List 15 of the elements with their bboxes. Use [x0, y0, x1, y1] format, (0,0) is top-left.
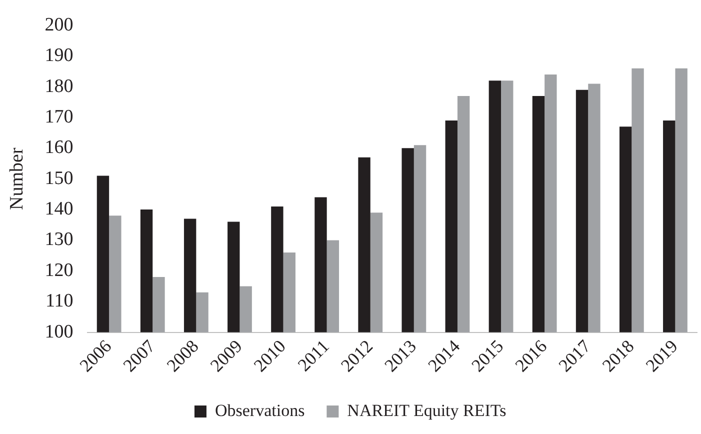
x-tick-label: 2011: [294, 336, 333, 376]
y-tick-label: 180: [44, 76, 74, 97]
y-tick-label: 130: [44, 229, 74, 250]
y-tick-label: 190: [44, 45, 74, 66]
y-tick-label: 150: [44, 168, 74, 189]
y-tick-label: 200: [44, 14, 74, 36]
y-tick-label: 100: [44, 321, 74, 342]
y-tick-label: 170: [44, 106, 74, 128]
y-tick-label: 160: [44, 137, 74, 158]
y-tick-label: 120: [44, 260, 74, 281]
y-tick-label: 140: [44, 198, 74, 220]
y-axis-title: Number: [6, 147, 28, 210]
y-tick-label: 110: [46, 290, 74, 312]
legend-label: NAREIT Equity REITs: [347, 400, 506, 420]
legend-label: Observations: [214, 400, 305, 420]
